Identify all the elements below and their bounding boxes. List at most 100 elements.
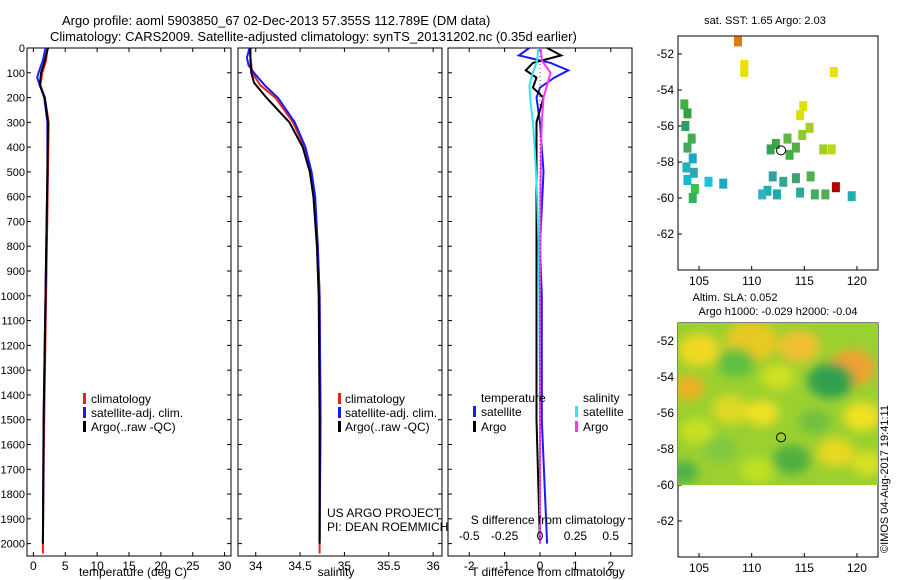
sst-cell [681, 121, 690, 131]
t-diff-xlabel: T difference from climatology [471, 565, 625, 579]
legend-swatch-t-argo [473, 421, 476, 432]
x-tick-label: 2 [607, 559, 614, 573]
sla-anomaly-blob [678, 333, 721, 367]
legend-climatology: climatology [91, 392, 151, 406]
temperature-panel-frame [26, 47, 232, 557]
sla-title-line1: Altim. SLA: 0.052 [693, 292, 778, 304]
legend-swatch-climatology [83, 393, 86, 404]
y-tick-label: 100 [7, 68, 25, 80]
sst-cell [847, 191, 856, 202]
x-tick-label: 25 [186, 559, 200, 573]
x-tick-label: 34.5 [288, 559, 312, 573]
legend-swatch-climatology [338, 393, 341, 404]
sst-cell [806, 171, 815, 182]
legend-climatology: climatology [345, 392, 405, 406]
y-tick-label: -58 [657, 155, 675, 169]
y-tick-label: 600 [7, 192, 25, 204]
sst-cell [785, 149, 794, 160]
x-tick-label: 0 [537, 559, 544, 573]
y-tick-label: 1700 [1, 464, 25, 476]
sst-cell [680, 99, 689, 110]
y-tick-label: 2000 [1, 539, 25, 551]
sla-anomaly-blob [678, 461, 698, 484]
sla-anomaly-blob [740, 457, 774, 484]
x-tick-label: 0 [30, 559, 37, 573]
sst-cell [683, 108, 692, 119]
imos-credit: ©IMOS 04-Aug-2017 19:41:11 [879, 405, 891, 553]
x-tick-label: 10 [90, 559, 104, 573]
legend-s-argo: Argo [583, 420, 609, 434]
y-tick-label: 1300 [1, 365, 25, 377]
sst-cell [687, 133, 696, 144]
legend-t-argo: Argo [481, 420, 507, 434]
x-tick-label: 110 [742, 274, 761, 288]
sla-anomaly-blob [711, 394, 750, 424]
series-line-satellite [245, 47, 322, 544]
y-tick-label: -62 [657, 227, 675, 241]
sst-cell [719, 178, 728, 189]
sla-anomaly-blob [816, 438, 855, 468]
s-tick-label: 0 [537, 529, 544, 543]
argo-position-marker [776, 145, 787, 156]
x-tick-label: 105 [689, 274, 709, 288]
sla-anomaly-blob [745, 400, 780, 426]
sst-map-title: sat. SST: 1.65 Argo: 2.03 [704, 15, 826, 27]
x-tick-label: 34 [249, 559, 263, 573]
pi-annotation: PI: DEAN ROEMMICH [327, 520, 448, 534]
y-tick-label: 900 [7, 266, 25, 278]
sst-cell [682, 162, 691, 173]
sla-anomaly-blob [761, 364, 795, 390]
y-tick-label: -52 [657, 334, 675, 348]
sla-anomaly-blob [851, 451, 878, 476]
x-tick-label: 15 [122, 559, 136, 573]
sla-anomaly-blob [843, 402, 878, 432]
x-tick-label: 120 [847, 274, 867, 288]
sla-anomaly-blob [678, 375, 705, 400]
sst-cell [766, 144, 775, 155]
x-tick-label: 5 [62, 559, 69, 573]
legend-swatch-satellite [83, 407, 86, 418]
salinity-xlabel: salinity [318, 565, 355, 579]
sla-title-line2: Argo h1000: -0.029 h2000: -0.04 [698, 306, 857, 318]
sst-cell [791, 173, 800, 184]
x-tick-label: 35 [338, 559, 352, 573]
y-tick-label: 400 [7, 142, 25, 154]
salinity-panel-frame [237, 47, 443, 557]
legend-swatch-s-argo [575, 421, 578, 432]
sst-cell [771, 139, 780, 149]
y-tick-label: -62 [657, 514, 675, 528]
x-tick-label: 115 [795, 561, 814, 575]
figure-title-line2: Climatology: CARS2009. Satellite-adjuste… [50, 29, 577, 44]
x-tick-label: 20 [154, 559, 168, 573]
series-line-climatology [248, 47, 322, 554]
sst-cell [688, 153, 697, 164]
y-tick-label: -52 [657, 47, 675, 61]
s-diff-label: S difference from climatology [471, 513, 626, 527]
sst-cell [683, 175, 692, 185]
sla-anomaly-blob [703, 436, 737, 462]
sst-cell [740, 67, 749, 77]
sst-cell [704, 176, 713, 187]
legend-argo: Argo(..raw -QC) [91, 420, 176, 434]
sst-cell [740, 59, 749, 70]
sst-cell [805, 122, 814, 133]
sst-cell [779, 176, 788, 187]
sst-cell [810, 189, 819, 200]
y-tick-label: -54 [657, 370, 675, 384]
sla-anomaly-blob [772, 445, 811, 475]
y-tick-label: -56 [657, 119, 675, 133]
y-tick-label: 200 [7, 93, 25, 105]
sla-anomaly-blob [807, 362, 854, 399]
legend-satellite: satellite-adj. clim. [91, 406, 183, 420]
sst-cell [690, 184, 699, 194]
argo-position-marker [776, 432, 787, 443]
legend-s-satellite: satellite [583, 405, 624, 419]
sst-cell [791, 142, 800, 153]
x-tick-label: 30 [218, 559, 232, 573]
sla-anomaly-blob [778, 330, 821, 363]
sst-cell [827, 144, 836, 155]
sst-cell [783, 133, 792, 144]
sst-cell [763, 185, 772, 196]
x-tick-label: 35.5 [377, 559, 401, 573]
